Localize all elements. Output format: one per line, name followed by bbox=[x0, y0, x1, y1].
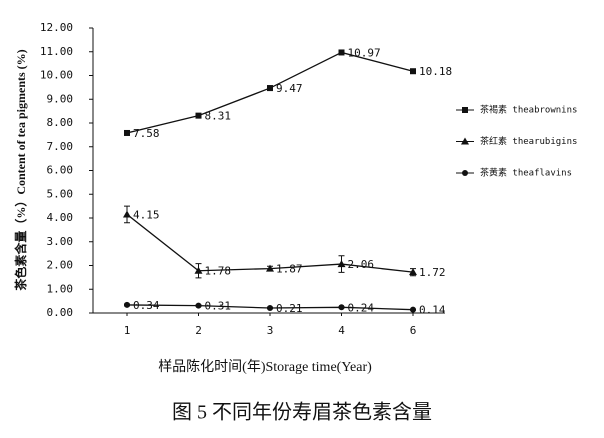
y-tick-label: 3.00 bbox=[47, 235, 74, 248]
data-label: 9.47 bbox=[276, 82, 303, 95]
marker bbox=[410, 306, 416, 313]
data-label: 0.31 bbox=[205, 300, 232, 313]
data-label: 7.58 bbox=[133, 127, 160, 140]
x-tick-label: 4 bbox=[338, 324, 345, 337]
x-axis-label: 样品陈化时间(年)Storage time(Year) bbox=[158, 358, 372, 375]
y-tick-label: 2.00 bbox=[47, 259, 74, 272]
data-label: 0.14 bbox=[419, 304, 446, 317]
chart-title: 图 5 不同年份寿眉茶色素含量 bbox=[172, 401, 432, 424]
y-tick-label: 10.00 bbox=[40, 69, 73, 82]
data-label: 8.31 bbox=[205, 110, 232, 123]
y-tick-label: 8.00 bbox=[47, 116, 74, 129]
marker bbox=[338, 304, 345, 311]
data-label: 1.78 bbox=[205, 265, 232, 278]
marker bbox=[410, 68, 416, 75]
y-tick-label: 0.00 bbox=[47, 306, 74, 319]
data-label: 0.34 bbox=[133, 299, 160, 312]
data-label: 1.87 bbox=[276, 263, 303, 276]
marker bbox=[461, 137, 469, 145]
y-tick-label: 6.00 bbox=[47, 164, 74, 177]
marker bbox=[267, 305, 273, 312]
data-label: 2.06 bbox=[348, 258, 375, 271]
data-label: 0.21 bbox=[276, 302, 303, 315]
data-label: 10.97 bbox=[348, 46, 381, 59]
data-label: 4.15 bbox=[133, 208, 160, 221]
y-tick-label: 12.00 bbox=[40, 21, 73, 34]
marker bbox=[267, 85, 273, 92]
data-label: 10.18 bbox=[419, 65, 452, 78]
marker bbox=[194, 266, 203, 274]
marker bbox=[338, 49, 345, 56]
marker bbox=[462, 170, 468, 176]
marker bbox=[462, 107, 468, 113]
marker bbox=[195, 112, 202, 119]
data-label: 1.72 bbox=[419, 266, 446, 279]
x-tick-label: 6 bbox=[410, 324, 417, 337]
marker bbox=[266, 264, 274, 272]
marker bbox=[195, 302, 202, 309]
legend-label: 茶褐素 theabrownins bbox=[480, 104, 577, 116]
y-tick-label: 7.00 bbox=[47, 140, 74, 153]
legend-label: 茶红素 thearubigins bbox=[480, 135, 577, 147]
marker bbox=[124, 129, 130, 136]
series-line bbox=[126, 51, 414, 134]
data-label: 0.24 bbox=[348, 301, 375, 314]
x-tick-label: 1 bbox=[124, 324, 131, 337]
marker bbox=[337, 260, 346, 268]
y-axis-label: 茶色素含量（%）Content of tea pigments (%) bbox=[13, 49, 28, 291]
x-tick-label: 2 bbox=[195, 324, 202, 337]
marker bbox=[123, 210, 131, 218]
y-tick-label: 9.00 bbox=[47, 92, 74, 105]
x-tick-label: 3 bbox=[267, 324, 274, 337]
y-tick-label: 5.00 bbox=[47, 187, 74, 200]
legend-label: 茶黄素 theaflavins bbox=[480, 167, 572, 179]
marker bbox=[409, 268, 417, 276]
marker bbox=[124, 301, 130, 308]
y-tick-label: 4.00 bbox=[47, 211, 74, 224]
y-tick-label: 1.00 bbox=[47, 282, 74, 295]
y-tick-label: 11.00 bbox=[40, 45, 73, 58]
